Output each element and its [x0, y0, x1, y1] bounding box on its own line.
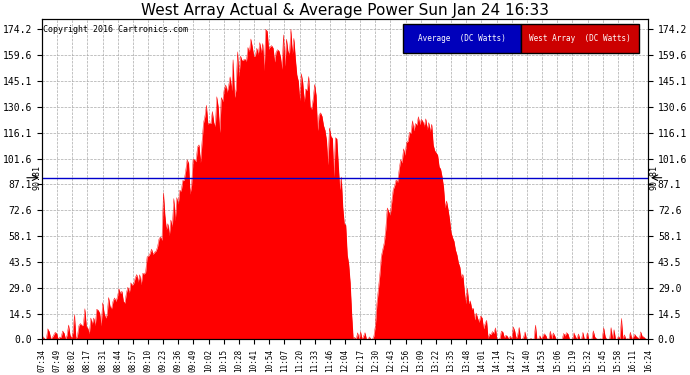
Text: 90.81: 90.81	[649, 165, 658, 190]
Text: 90.81: 90.81	[32, 165, 41, 190]
FancyBboxPatch shape	[521, 24, 639, 52]
Text: Average  (DC Watts): Average (DC Watts)	[417, 34, 506, 43]
Title: West Array Actual & Average Power Sun Jan 24 16:33: West Array Actual & Average Power Sun Ja…	[141, 3, 549, 18]
Text: West Array  (DC Watts): West Array (DC Watts)	[529, 34, 631, 43]
Text: Copyright 2016 Cartronics.com: Copyright 2016 Cartronics.com	[43, 26, 188, 34]
FancyBboxPatch shape	[402, 24, 521, 52]
